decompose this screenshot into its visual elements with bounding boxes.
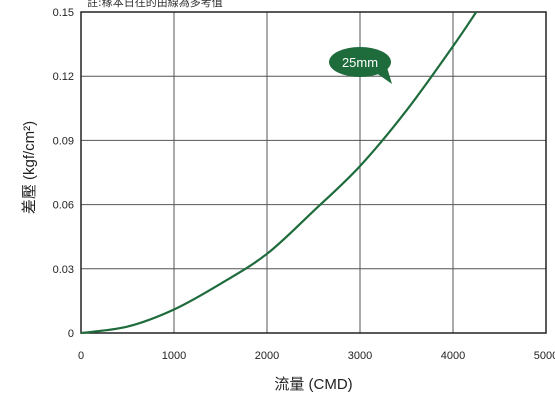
- x-tick-label: 1000: [162, 350, 186, 362]
- x-tick-label: 4000: [441, 350, 465, 362]
- x-tick-label: 2000: [255, 350, 279, 362]
- y-tick-label: 0.06: [53, 200, 74, 212]
- plot-frame: [80, 11, 547, 334]
- series-layer: [80, 11, 478, 335]
- callout-label: 25mm: [342, 55, 378, 70]
- x-tick-label: 3000: [348, 350, 372, 362]
- y-axis-label: 差壓 (kgf/cm²): [21, 121, 38, 214]
- y-tick-label: 0.12: [53, 71, 74, 83]
- series-line-0: [80, 11, 478, 335]
- y-tick-label: 0.09: [53, 135, 74, 147]
- x-tick-label: 0: [78, 350, 84, 362]
- x-axis-label: 流量 (CMD): [274, 376, 352, 393]
- callout-bubble: [329, 47, 391, 77]
- y-tick-label: 0.15: [53, 7, 74, 19]
- chart-note: 註:稼本日往的由線為多考值: [87, 0, 223, 9]
- grid: [80, 11, 547, 334]
- series-callout: 25mm: [329, 47, 392, 84]
- y-tick-label: 0: [68, 328, 74, 340]
- y-tick-label: 0.03: [53, 264, 74, 276]
